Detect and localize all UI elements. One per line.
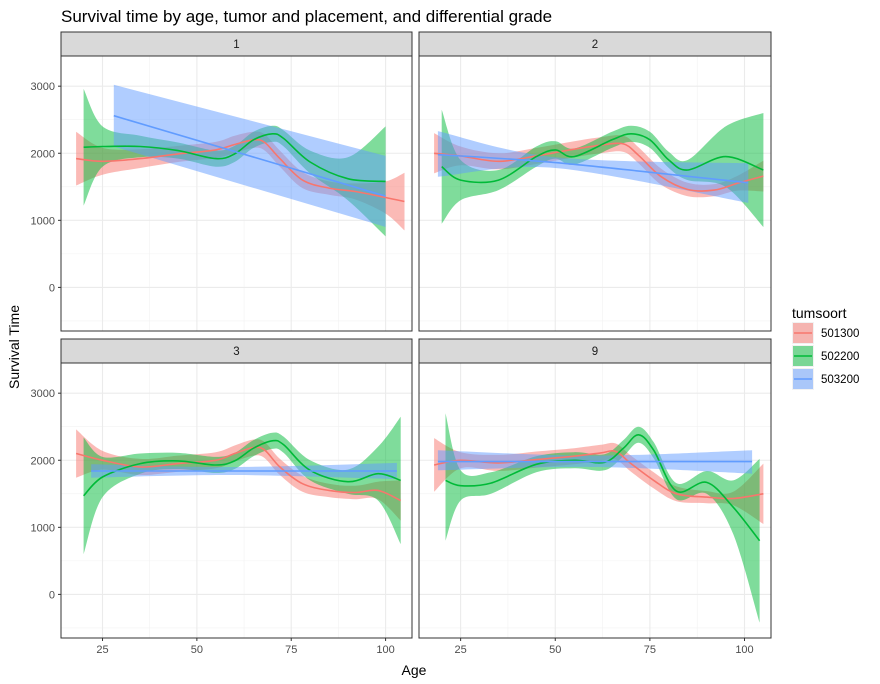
- x-tick-label: 75: [285, 644, 297, 656]
- facet-strip-label: 3: [233, 346, 239, 358]
- y-tick-label: 3000: [31, 81, 55, 93]
- y-axis-title: Survival Time: [6, 305, 22, 389]
- facet-panels: 1 0 1000 2000 3000 2 3 0 1000 2000 3000 25 50 75 100 9 2…: [31, 31, 772, 656]
- legend-item-502200: 502200: [792, 345, 859, 367]
- y-tick-label: 1000: [31, 215, 55, 227]
- y-tick-label: 0: [49, 589, 55, 601]
- legend-label: 502200: [821, 351, 859, 363]
- legend-title: tumsoort: [792, 305, 847, 321]
- facet-strip-label: 2: [592, 39, 598, 51]
- facet-strip: [60, 31, 413, 57]
- chart-title: Survival time by age, tumor and placemen…: [61, 7, 552, 26]
- legend: tumsoort 501300 502200 503200: [792, 305, 859, 390]
- smooth-line-502200: [445, 434, 761, 542]
- plot-area: [75, 416, 402, 555]
- y-tick-label: 1000: [31, 522, 55, 534]
- smooth-line-501300: [433, 450, 764, 500]
- smooth-line-501300: [75, 446, 402, 502]
- y-tick-label: 2000: [31, 455, 55, 467]
- x-tick-label: 100: [735, 644, 753, 656]
- plot-area: [76, 84, 405, 237]
- legend-item-501300: 501300: [792, 322, 859, 344]
- smooth-line-503200: [113, 114, 386, 197]
- legend-item-503200: 503200: [792, 368, 859, 390]
- smooth-line-501300: [76, 138, 405, 203]
- legend-label: 503200: [821, 374, 859, 386]
- y-tick-label: 2000: [31, 148, 55, 160]
- panel-border: [60, 362, 413, 639]
- y-tick-label: 3000: [31, 388, 55, 400]
- panel-background: [61, 363, 412, 638]
- x-tick-label: 75: [644, 644, 656, 656]
- smooth-line-501300: [434, 142, 764, 192]
- x-tick-label: 50: [549, 644, 561, 656]
- x-tick-label: 25: [96, 644, 108, 656]
- facet-strip-label: 9: [592, 346, 598, 358]
- facet-strip: [418, 338, 772, 364]
- plot-area: [433, 413, 764, 623]
- smooth-line-503200: [437, 153, 749, 184]
- confidence-band-502200: [83, 416, 401, 555]
- smooth-line-502200: [441, 132, 764, 184]
- legend-label: 501300: [821, 328, 859, 340]
- smooth-line-502200: [83, 132, 386, 183]
- facet-panel-9: 9 25 50 75 100: [418, 338, 772, 656]
- gridlines: [61, 363, 412, 638]
- x-tick-label: 25: [455, 644, 467, 656]
- smooth-line-502200: [83, 439, 401, 497]
- y-tick-label: 0: [49, 282, 55, 294]
- facet-panel-2: 2: [418, 31, 772, 332]
- plot-area: [434, 109, 764, 227]
- panel-border: [418, 55, 772, 332]
- x-tick-label: 100: [376, 644, 394, 656]
- facet-strip-label: 1: [233, 39, 239, 51]
- panel-border: [418, 362, 772, 639]
- x-tick-label: 50: [191, 644, 203, 656]
- facet-panel-3: 3 0 1000 2000 3000 25 50 75 100: [31, 338, 413, 656]
- facet-panel-1: 1 0 1000 2000 3000: [31, 31, 413, 332]
- x-axis-title: Age: [402, 662, 427, 678]
- panel-border: [60, 55, 413, 332]
